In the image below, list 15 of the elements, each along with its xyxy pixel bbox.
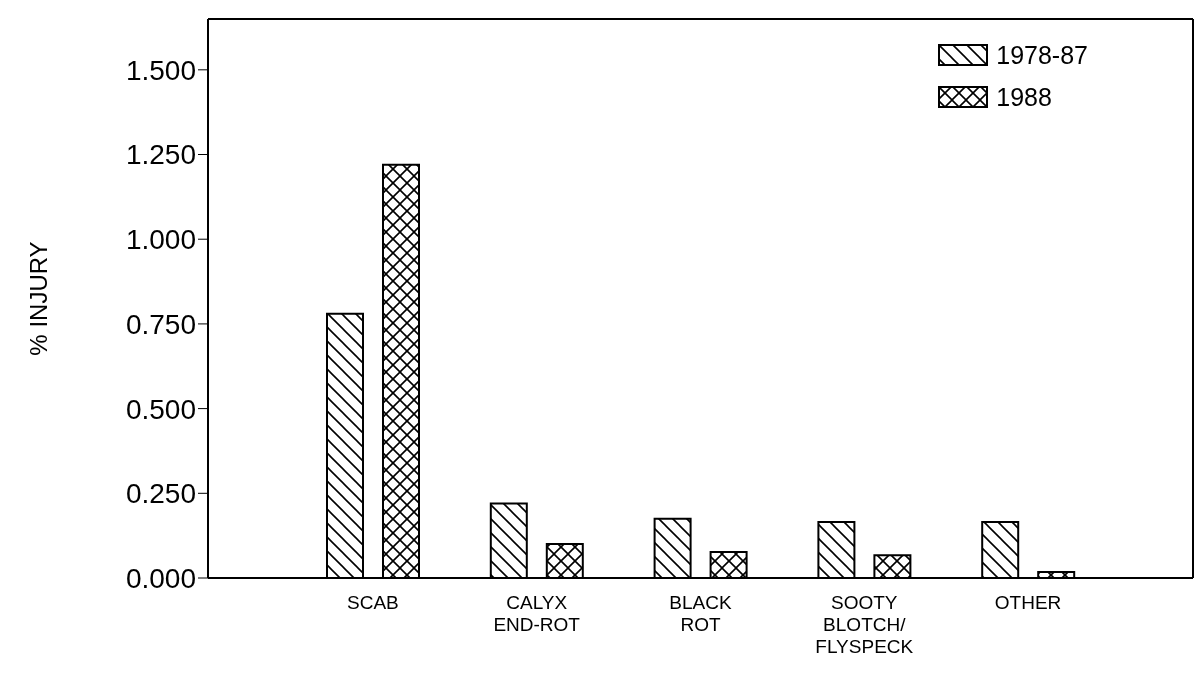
y-tick-label: 0.750 bbox=[125, 308, 196, 340]
x-tick-label: SOOTY BLOTCH/ FLYSPECK bbox=[815, 592, 914, 657]
y-tick-label: 1.500 bbox=[125, 54, 196, 86]
x-tick-label: CALYX END-ROT bbox=[493, 592, 581, 635]
x-tick-label: OTHER bbox=[994, 592, 1062, 614]
y-axis-title: % INJURY bbox=[24, 241, 52, 356]
y-tick-label: 0.000 bbox=[125, 562, 196, 594]
x-tick-label: BLACK ROT bbox=[669, 592, 732, 635]
x-tick-label: SCAB bbox=[347, 592, 399, 614]
y-tick-label: 1.250 bbox=[125, 139, 196, 171]
y-tick-label: 0.500 bbox=[125, 393, 196, 425]
y-tick-label: 1.000 bbox=[125, 224, 196, 256]
legend-label: 1988 bbox=[996, 82, 1052, 112]
legend-label: 1978-87 bbox=[996, 40, 1088, 70]
y-tick-label: 0.250 bbox=[125, 478, 196, 510]
